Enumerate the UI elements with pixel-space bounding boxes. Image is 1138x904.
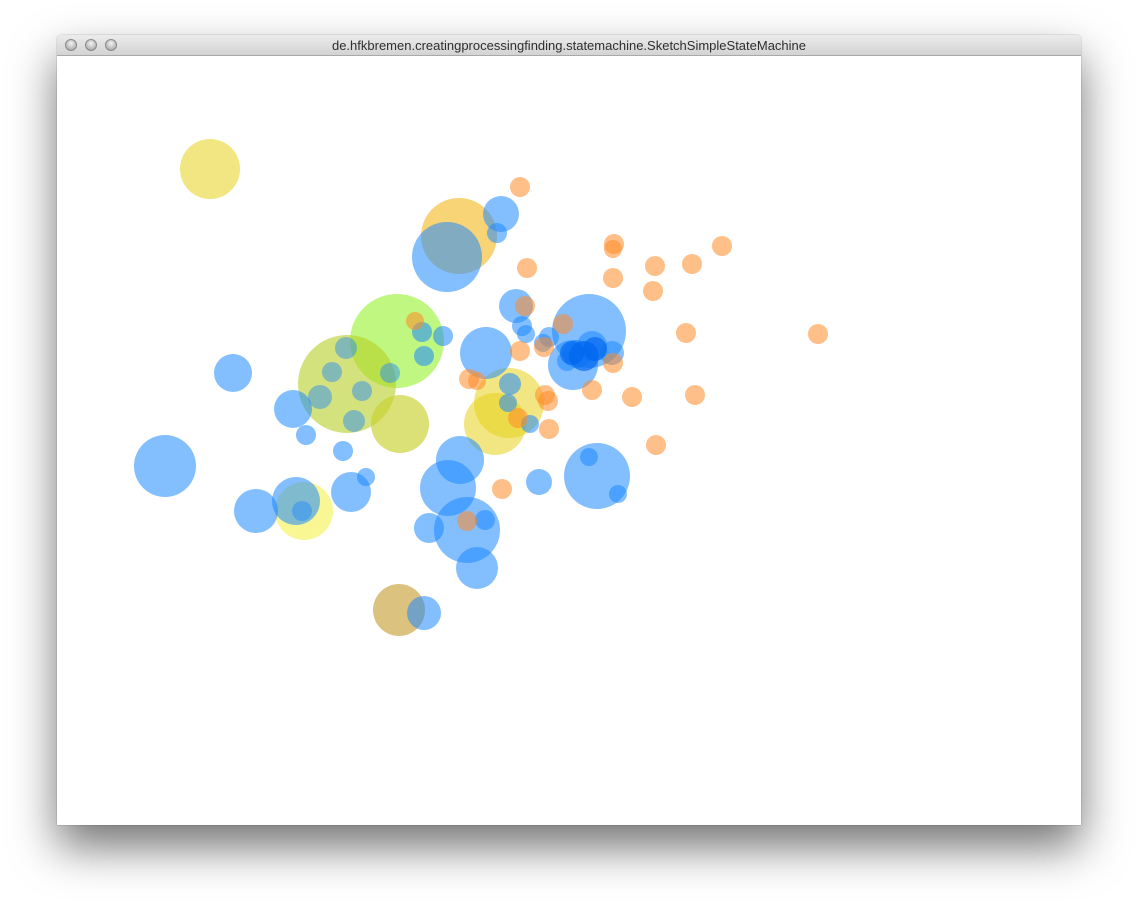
blue-circle [380,363,400,383]
orange-circle [510,341,530,361]
blue-circle [460,327,512,379]
orange-circle [582,380,602,400]
orange-circle [685,385,705,405]
blue-circle [609,485,627,503]
orange-circle [534,337,554,357]
blue-circle [517,325,535,343]
olive-yellow-circle [371,395,429,453]
blue-circle [214,354,252,392]
orange-circle [508,408,528,428]
window-title: de.hfkbremen.creatingprocessingfinding.s… [331,38,807,53]
olive-green-circle [298,335,396,433]
orange-circle [645,256,665,276]
blue-circle [292,501,312,521]
orange-circle [682,254,702,274]
blue-circle [580,448,598,466]
orange-circle [603,268,623,288]
orange-circle [643,281,663,301]
orange-circle [622,387,642,407]
dark-blue-core-circle [583,337,607,361]
app-window: de.hfkbremen.creatingprocessingfinding.s… [57,35,1081,825]
blue-circle [412,222,482,292]
blue-circle [499,394,517,412]
orange-circle [539,419,559,439]
blue-circle [456,547,498,589]
blue-circle [234,489,278,533]
zoom-button[interactable] [105,39,117,51]
blue-circle [296,425,316,445]
orange-circle [457,511,477,531]
blue-circle [272,477,320,525]
blue-circle [335,337,357,359]
orange-circle [538,391,558,411]
blue-circle [308,385,332,409]
blue-circle [134,435,196,497]
blue-circle [352,381,372,401]
orange-circle [492,479,512,499]
sketch-drawing [134,139,828,636]
orange-circle [468,372,486,390]
orange-circle [808,324,828,344]
orange-circle [646,435,666,455]
dark-blue-core-circle [560,341,584,365]
blue-circle [407,596,441,630]
close-button[interactable] [65,39,77,51]
orange-circle [406,312,424,330]
minimize-button[interactable] [85,39,97,51]
blue-circle [487,223,507,243]
blue-circle [414,346,434,366]
orange-circle [603,353,623,373]
orange-circle [553,314,573,334]
orange-circle [510,177,530,197]
blue-circle [357,468,375,486]
orange-circle [604,240,622,258]
sketch-canvas[interactable] [57,56,1081,825]
orange-circle [515,296,535,316]
window-controls [65,39,117,51]
blue-circle [333,441,353,461]
blue-circle [526,469,552,495]
blue-circle [414,513,444,543]
orange-circle [676,323,696,343]
blue-circle [343,410,365,432]
blue-circle [433,326,453,346]
blue-circle [274,390,312,428]
blue-circle [475,510,495,530]
yellow-circle [180,139,240,199]
orange-circle [712,236,732,256]
blue-circle [322,362,342,382]
orange-circle [517,258,537,278]
blue-circle [483,196,519,232]
title-bar[interactable]: de.hfkbremen.creatingprocessingfinding.s… [57,35,1081,56]
blue-circle [499,373,521,395]
